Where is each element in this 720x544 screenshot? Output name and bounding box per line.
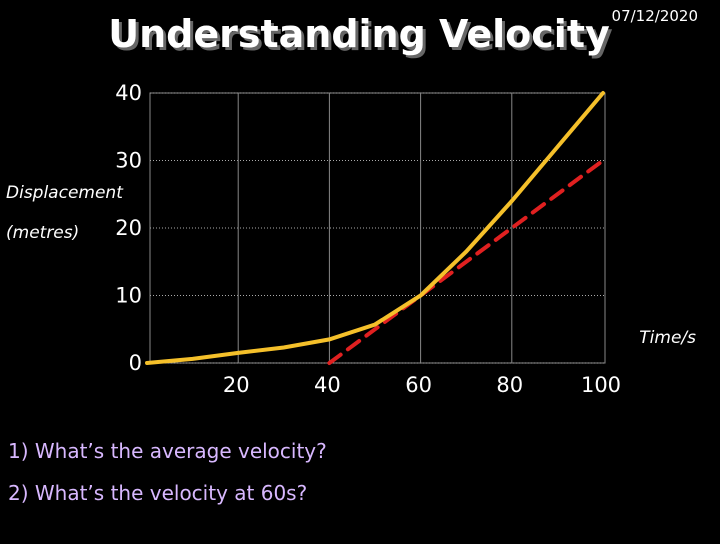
x-tick-label: 60 (405, 373, 432, 397)
x-tick-label: 20 (223, 373, 250, 397)
y-tick-label: 0 (129, 351, 142, 375)
y-tick-label: 40 (115, 81, 142, 105)
x-tick-label: 80 (496, 373, 523, 397)
y-tick-label: 30 (115, 149, 142, 173)
y-axis-label: (metres) (6, 223, 79, 243)
x-tick-label: 100 (581, 373, 621, 397)
y-tick-label: 10 (115, 284, 142, 308)
question: 1) What’s the average velocity? (8, 439, 327, 463)
title-shadow: Understanding Velocity (111, 15, 613, 59)
data-line (327, 158, 605, 365)
date: 07/12/2020 (612, 7, 698, 25)
chart-title: Understanding Velocity (108, 12, 610, 56)
y-tick-label: 20 (115, 216, 142, 240)
x-axis-label: Time/s (639, 328, 696, 348)
data-line (145, 91, 605, 365)
x-tick-label: 40 (314, 373, 341, 397)
y-axis-label: Displacement (6, 183, 124, 203)
question: 2) What’s the velocity at 60s? (8, 481, 307, 505)
